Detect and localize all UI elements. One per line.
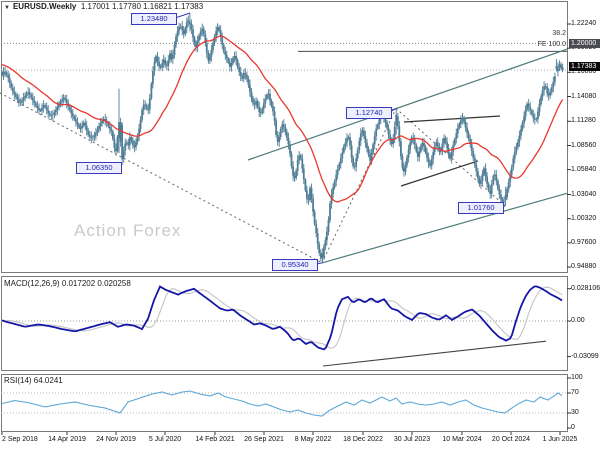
rsi-axis-label: 70 — [571, 389, 579, 396]
time-axis-label: 30 Jul 2023 — [393, 436, 431, 443]
swing-price-label-1.12740[interactable]: 1.12740 — [346, 107, 392, 119]
price-axis-label: 1.14080 — [571, 92, 597, 100]
price-axis-label: 0.94880 — [571, 263, 597, 270]
trendline-1[interactable] — [321, 192, 568, 264]
price-axis-label: 1.22240 — [571, 20, 597, 27]
swing-price-label-1.01760[interactable]: 1.01760 — [458, 202, 504, 214]
swing-price-label-0.95340[interactable]: 0.95340 — [272, 259, 318, 271]
macd-trendline[interactable] — [322, 340, 547, 367]
time-axis-label: 18 Dec 2022 — [343, 436, 383, 443]
macd-main-line — [1, 285, 563, 351]
price-axis-label: 1.03040 — [571, 190, 597, 198]
rsi-axis-label: 100 — [571, 374, 583, 381]
swing-price-label-1.06350[interactable]: 1.06350 — [76, 162, 122, 174]
swing-price-label-1.23480[interactable]: 1.23480 — [131, 13, 177, 25]
ohlc-values: 1.17001 1.17780 1.16821 1.17383 — [80, 2, 204, 11]
price-axis-label: 0.97600 — [571, 238, 597, 246]
rsi-axis-label: 0 — [571, 424, 575, 431]
rsi-axis-label: 30 — [571, 409, 579, 416]
chart-title-row: ▼ EURUSD.Weekly 1.17001 1.17780 1.16821 1… — [4, 2, 203, 11]
moving-average-line — [1, 35, 564, 203]
watermark: Action Forex — [74, 221, 182, 240]
time-axis-label: 14 Apr 2019 — [48, 436, 86, 443]
dashed-trendline-1[interactable] — [321, 108, 397, 264]
candle-bodies — [1, 19, 564, 259]
rsi-line — [1, 390, 563, 417]
fib-extension-label: FE 100.0 — [537, 41, 566, 48]
dashed-trendline-0[interactable] — [0, 92, 323, 264]
price-axis-label: 1.00320 — [571, 214, 597, 222]
rsi-panel — [1, 374, 568, 432]
time-axis-label: 10 Mar 2024 — [442, 436, 482, 443]
price-axis-label: 1.05840 — [571, 165, 597, 173]
fib-retracement-label: 38.2 — [552, 30, 566, 37]
pattern-line-1[interactable] — [400, 160, 479, 187]
price-axis-label: 1.08560 — [571, 141, 597, 149]
dashed-trendline-2[interactable] — [395, 108, 506, 207]
macd-axis-label: 0.028106 — [571, 284, 600, 292]
time-axis-label: 24 Nov 2019 — [96, 436, 136, 443]
time-axis-label: 20 Oct 2024 — [491, 436, 531, 443]
time-axis-label: 5 Jul 2020 — [148, 436, 182, 443]
swing-label-connector — [174, 12, 191, 19]
time-axis-label: 1 Jun 2025 — [542, 436, 578, 443]
macd-axis-label: 0.00 — [571, 317, 585, 324]
price-panel — [1, 1, 568, 273]
macd-indicator-label: MACD(12,26,9) 0.017202 0.020258 — [4, 279, 131, 288]
pattern-line-0[interactable] — [403, 115, 501, 123]
macd-signal-line — [1, 286, 563, 349]
symbol-period-label: EURUSD.Weekly — [12, 2, 77, 11]
collapse-arrow-icon[interactable]: ▼ — [4, 5, 10, 11]
rsi-indicator-label: RSI(14) 64.0241 — [4, 376, 63, 385]
trendline-0[interactable] — [247, 48, 568, 161]
time-axis-label: 2 Sep 2018 — [2, 436, 38, 443]
price-highlight-1.20000: 1.20000 — [569, 38, 600, 48]
time-axis-label: 8 May 2022 — [294, 436, 332, 443]
price-axis-label: 1.16800 — [571, 68, 597, 76]
time-axis-label: 26 Sep 2021 — [244, 436, 284, 443]
time-axis-label: 14 Feb 2021 — [195, 436, 235, 443]
price-axis-label: 1.11280 — [571, 117, 596, 125]
macd-axis-label: -0.03099 — [571, 352, 599, 360]
price-highlight-1.17383: 1.17383 — [569, 62, 600, 72]
macd-panel — [1, 276, 568, 371]
